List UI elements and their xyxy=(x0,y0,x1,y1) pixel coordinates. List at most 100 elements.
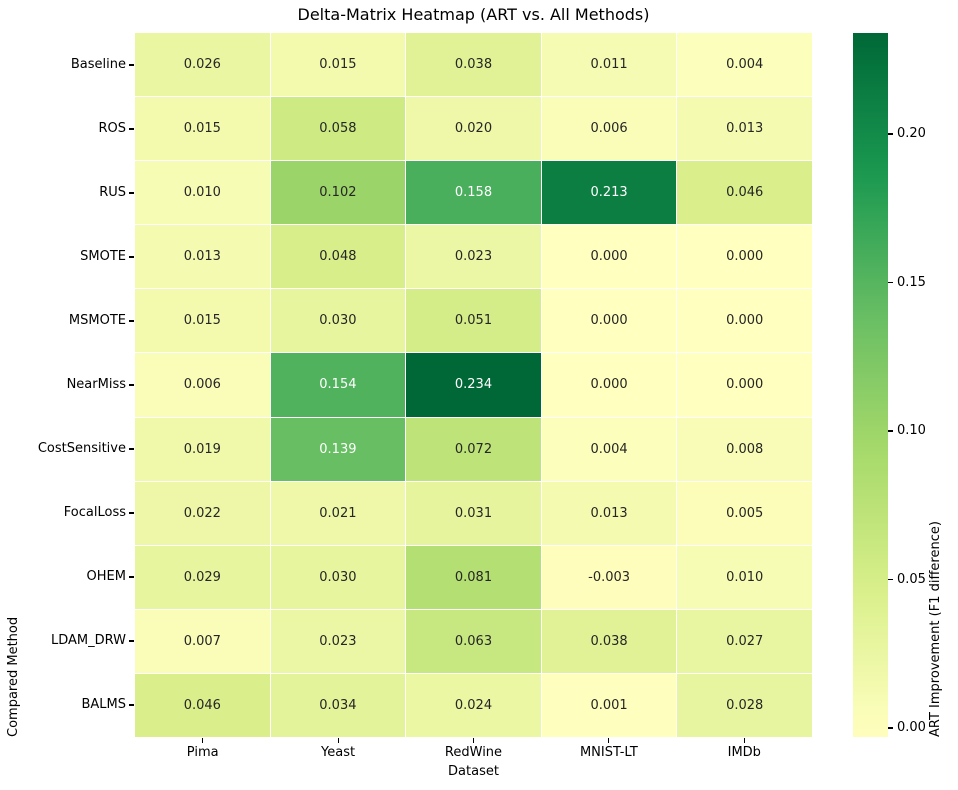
heatmap-cell-NearMiss-Pima: 0.006 xyxy=(135,353,270,417)
x-tick-label-Pima: Pima xyxy=(186,745,219,760)
y-tick-mark xyxy=(129,704,134,706)
heatmap-cell-CostSensitive-MNIST-LT: 0.004 xyxy=(541,417,677,481)
cell-annotation: 0.038 xyxy=(454,57,493,73)
cell-annotation: 0.081 xyxy=(454,569,493,585)
heatmap-cell-OHEM-Yeast: 0.030 xyxy=(270,545,406,609)
cell-annotation: 0.000 xyxy=(726,377,764,393)
cell-annotation: 0.015 xyxy=(183,121,221,137)
cell-annotation: 0.048 xyxy=(319,249,357,265)
heatmap-cell-Baseline-RedWine: 0.038 xyxy=(406,33,541,97)
y-tick-mark xyxy=(129,64,134,66)
cell-annotation: 0.005 xyxy=(726,505,764,521)
x-tick-mark xyxy=(743,738,745,743)
cell-annotation: 0.038 xyxy=(590,633,628,649)
cell-annotation: 0.026 xyxy=(183,57,221,73)
y-tick-mark xyxy=(129,192,134,194)
heatmap-cell-ROS-IMDb: 0.013 xyxy=(677,97,812,161)
cell-annotation: 0.023 xyxy=(454,249,493,265)
y-tick-label-RUS: RUS xyxy=(99,185,126,200)
y-tick-label-CostSensitive: CostSensitive xyxy=(37,441,126,456)
heatmap-cell-BALMS-IMDb: 0.028 xyxy=(677,673,812,737)
heatmap-cell-ROS-Pima: 0.015 xyxy=(135,97,270,161)
cell-annotation: 0.000 xyxy=(590,249,628,265)
heatmap-grid: 0.026 0.015 0.038 0.011 0.004 0.015 0.058 0.020… xyxy=(135,33,812,737)
colorbar-tick-mark xyxy=(888,430,893,432)
heatmap-cell-MSMOTE-Yeast: 0.030 xyxy=(270,289,406,353)
heatmap-cell-NearMiss-RedWine: 0.234 xyxy=(406,353,541,417)
heatmap-cell-Baseline-Pima: 0.026 xyxy=(135,33,270,97)
heatmap-cell-NearMiss-Yeast: 0.154 xyxy=(270,353,406,417)
y-tick-label-FocalLoss: FocalLoss xyxy=(63,505,126,520)
heatmap-cell-FocalLoss-Pima: 0.022 xyxy=(135,481,270,545)
cell-annotation: 0.063 xyxy=(454,633,493,649)
cell-annotation: 0.010 xyxy=(183,185,221,201)
heatmap-cell-SMOTE-Yeast: 0.048 xyxy=(270,225,406,289)
heatmap-cell-BALMS-RedWine: 0.024 xyxy=(406,673,541,737)
y-tick-mark xyxy=(129,640,134,642)
heatmap-cell-CostSensitive-Pima: 0.019 xyxy=(135,417,270,481)
x-tick-mark xyxy=(608,738,610,743)
heatmap-cell-CostSensitive-IMDb: 0.008 xyxy=(677,417,812,481)
heatmap-cell-MSMOTE-RedWine: 0.051 xyxy=(406,289,541,353)
cell-annotation: 0.046 xyxy=(726,185,764,201)
cell-annotation: 0.015 xyxy=(319,57,357,73)
cell-annotation: 0.034 xyxy=(319,697,357,713)
cell-annotation: 0.051 xyxy=(454,313,493,329)
heatmap-cell-LDAM_DRW-Yeast: 0.023 xyxy=(270,609,406,673)
y-tick-label-OHEM: OHEM xyxy=(86,569,126,584)
cell-annotation: 0.028 xyxy=(726,697,764,713)
heatmap-cell-CostSensitive-RedWine: 0.072 xyxy=(406,417,541,481)
cell-annotation: 0.154 xyxy=(319,377,357,393)
heatmap-cell-Baseline-MNIST-LT: 0.011 xyxy=(541,33,677,97)
y-tick-mark xyxy=(129,256,134,258)
cell-annotation: 0.015 xyxy=(183,313,221,329)
cell-annotation: 0.008 xyxy=(726,441,764,457)
x-axis-label: Dataset xyxy=(448,764,499,779)
y-tick-label-MSMOTE: MSMOTE xyxy=(68,313,126,328)
colorbar-tick-label-0.20: 0.20 xyxy=(897,125,926,141)
heatmap-cell-MSMOTE-IMDb: 0.000 xyxy=(677,289,812,353)
colorbar-tick-mark xyxy=(888,133,893,135)
heatmap-cell-SMOTE-MNIST-LT: 0.000 xyxy=(541,225,677,289)
cell-annotation: 0.030 xyxy=(319,313,357,329)
cell-annotation: 0.000 xyxy=(726,249,764,265)
heatmap-cell-MSMOTE-MNIST-LT: 0.000 xyxy=(541,289,677,353)
cell-annotation: 0.006 xyxy=(590,121,628,137)
cell-annotation: 0.019 xyxy=(183,441,221,457)
heatmap-cell-OHEM-IMDb: 0.010 xyxy=(677,545,812,609)
heatmap-cell-Baseline-Yeast: 0.015 xyxy=(270,33,406,97)
colorbar-tick-mark xyxy=(888,281,893,284)
heatmap-cell-BALMS-MNIST-LT: 0.001 xyxy=(541,673,677,737)
cell-annotation: 0.024 xyxy=(454,697,493,713)
chart-title: Delta-Matrix Heatmap (ART vs. All Method… xyxy=(297,5,650,24)
y-tick-label-Baseline: Baseline xyxy=(70,57,126,72)
x-tick-label-MNIST-LT: MNIST-LT xyxy=(579,745,638,760)
y-tick-mark xyxy=(129,384,134,386)
y-tick-label-NearMiss: NearMiss xyxy=(66,377,126,392)
cell-annotation: 0.158 xyxy=(454,185,493,201)
heatmap-cell-SMOTE-Pima: 0.013 xyxy=(135,225,270,289)
cell-annotation: 0.013 xyxy=(726,121,764,137)
cell-annotation: 0.004 xyxy=(726,57,764,73)
heatmap-cell-RUS-MNIST-LT: 0.213 xyxy=(541,161,677,225)
cell-annotation: 0.000 xyxy=(726,313,764,329)
heatmap-cell-LDAM_DRW-MNIST-LT: 0.038 xyxy=(541,609,677,673)
cell-annotation: 0.001 xyxy=(590,697,628,713)
y-tick-mark xyxy=(129,576,134,578)
heatmap-cell-FocalLoss-RedWine: 0.031 xyxy=(406,481,541,545)
cell-annotation: 0.213 xyxy=(590,185,628,201)
cell-annotation: 0.000 xyxy=(590,313,628,329)
heatmap-cell-LDAM_DRW-RedWine: 0.063 xyxy=(406,609,541,673)
heatmap-cell-BALMS-Yeast: 0.034 xyxy=(270,673,406,737)
x-tick-label-IMDb: IMDb xyxy=(727,745,761,760)
cell-annotation: 0.021 xyxy=(319,505,357,521)
y-tick-label-BALMS: BALMS xyxy=(81,697,126,712)
cell-annotation: 0.072 xyxy=(454,441,493,457)
heatmap-cell-ROS-Yeast: 0.058 xyxy=(270,97,406,161)
y-tick-mark xyxy=(129,320,134,322)
cell-annotation: 0.023 xyxy=(319,633,357,649)
cell-annotation: 0.030 xyxy=(319,569,357,585)
heatmap-cell-RUS-Pima: 0.010 xyxy=(135,161,270,225)
cell-annotation: 0.234 xyxy=(454,377,493,393)
heatmap-cell-CostSensitive-Yeast: 0.139 xyxy=(270,417,406,481)
